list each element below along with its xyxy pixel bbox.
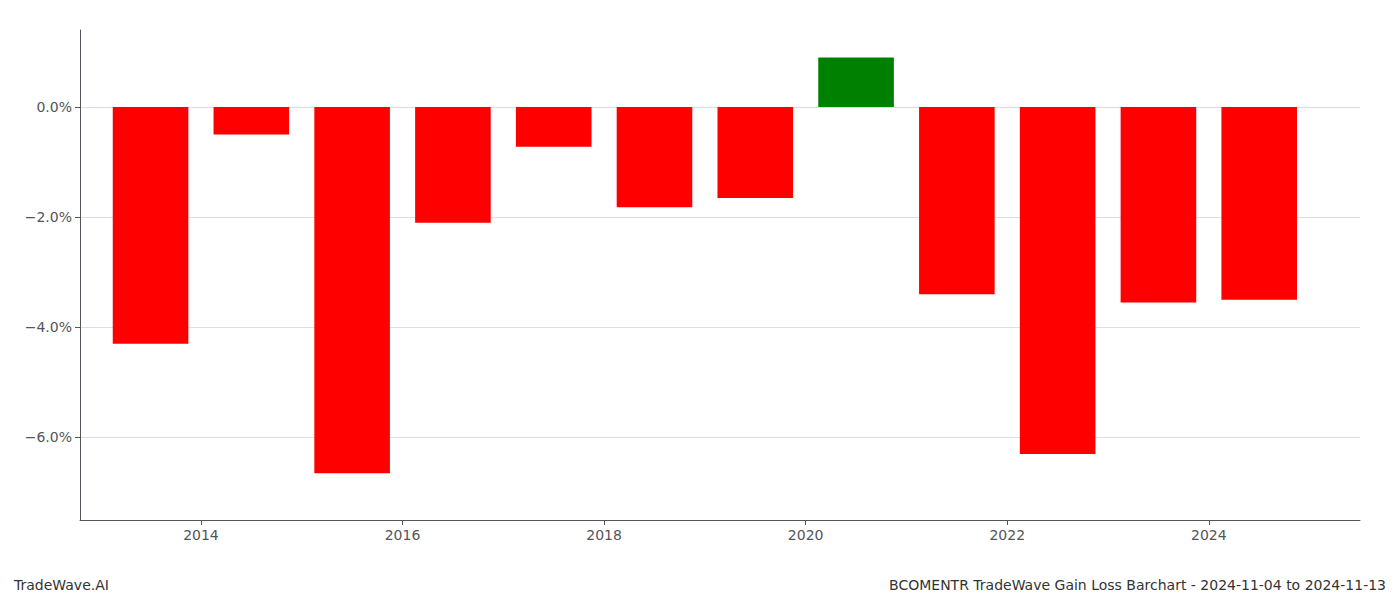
svg-text:2024: 2024 — [1191, 527, 1227, 543]
svg-text:2018: 2018 — [586, 527, 622, 543]
svg-text:2020: 2020 — [788, 527, 824, 543]
svg-text:2016: 2016 — [385, 527, 421, 543]
svg-text:0.0%: 0.0% — [36, 99, 72, 115]
svg-text:TradeWave.AI: TradeWave.AI — [13, 577, 109, 593]
svg-text:−6.0%: −6.0% — [25, 429, 72, 445]
svg-text:2022: 2022 — [989, 527, 1025, 543]
svg-text:−2.0%: −2.0% — [25, 209, 72, 225]
svg-text:−4.0%: −4.0% — [25, 319, 72, 335]
svg-text:BCOMENTR TradeWave Gain Loss B: BCOMENTR TradeWave Gain Loss Barchart - … — [889, 577, 1386, 593]
svg-text:2014: 2014 — [183, 527, 219, 543]
